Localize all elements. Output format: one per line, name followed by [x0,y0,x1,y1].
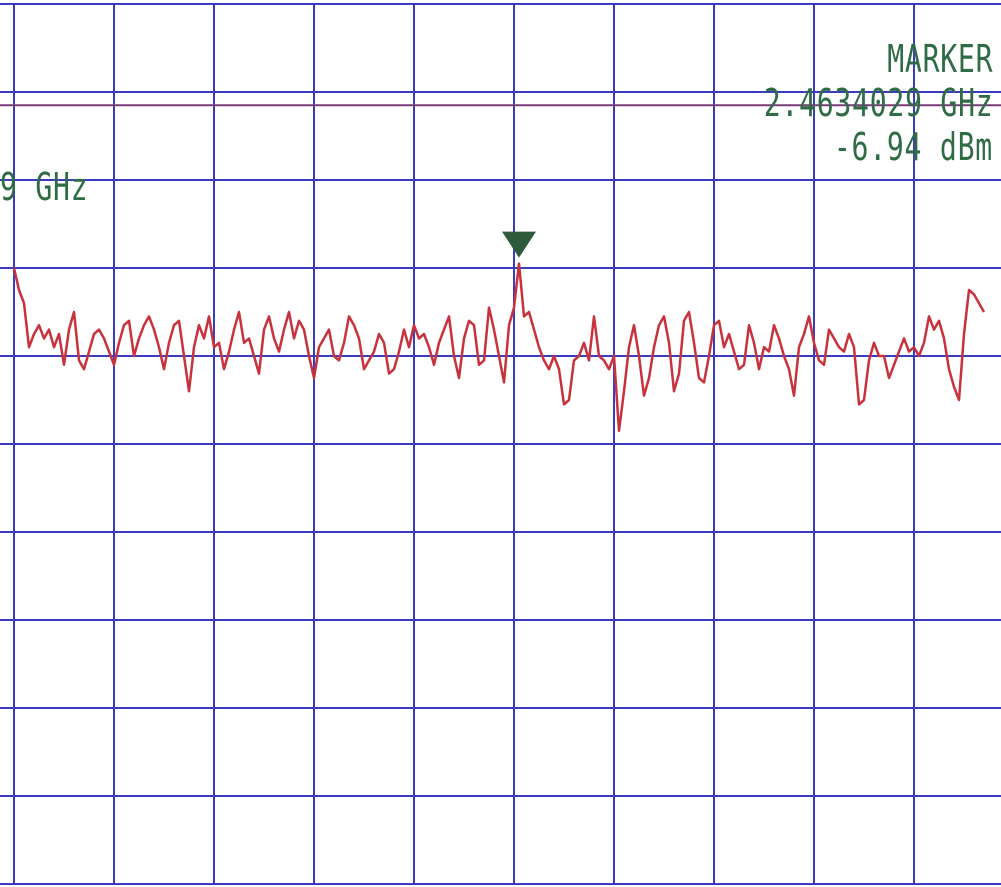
marker-title: MARKER [886,37,993,81]
marker-triangle-icon [502,231,536,258]
graticule [0,3,1001,885]
spectrum-trace [12,262,986,433]
marker-frequency: 2.4634029 GHz [763,81,993,125]
frequency-label: 9 GHz [0,165,89,209]
marker-level: -6.94 dBm [833,125,993,169]
